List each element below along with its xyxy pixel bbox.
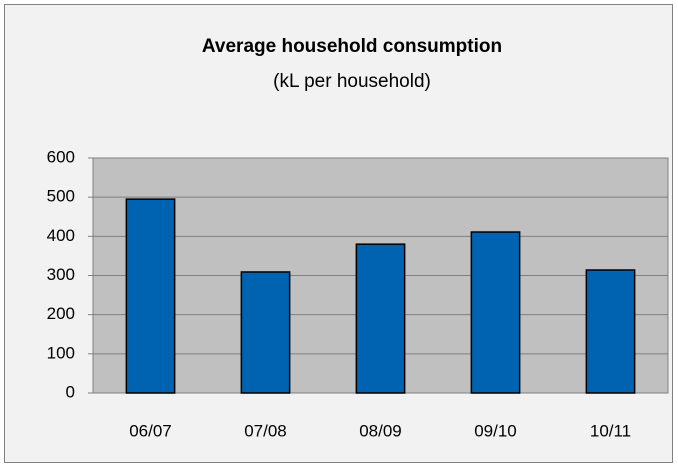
bar <box>125 198 176 394</box>
x-tick-label: 07/08 <box>244 421 287 440</box>
y-tick-label: 600 <box>47 147 75 166</box>
bar <box>470 231 521 394</box>
x-tick-label: 06/07 <box>129 421 172 440</box>
bar <box>355 243 406 394</box>
y-tick-label: 400 <box>47 226 75 245</box>
y-tick-label: 0 <box>66 382 75 401</box>
bar <box>240 271 291 394</box>
x-tick-label: 08/09 <box>359 421 402 440</box>
y-tick-label: 200 <box>47 304 75 323</box>
y-tick-label: 300 <box>47 265 75 284</box>
y-tick-label: 500 <box>47 187 75 206</box>
y-tick-label: 100 <box>47 343 75 362</box>
chart-subtitle: (kL per household) <box>273 71 431 92</box>
x-tick-label: 09/10 <box>474 421 517 440</box>
chart-title: Average household consumption <box>202 36 502 57</box>
x-tick-label: 10/11 <box>590 421 631 440</box>
bar <box>585 269 636 394</box>
